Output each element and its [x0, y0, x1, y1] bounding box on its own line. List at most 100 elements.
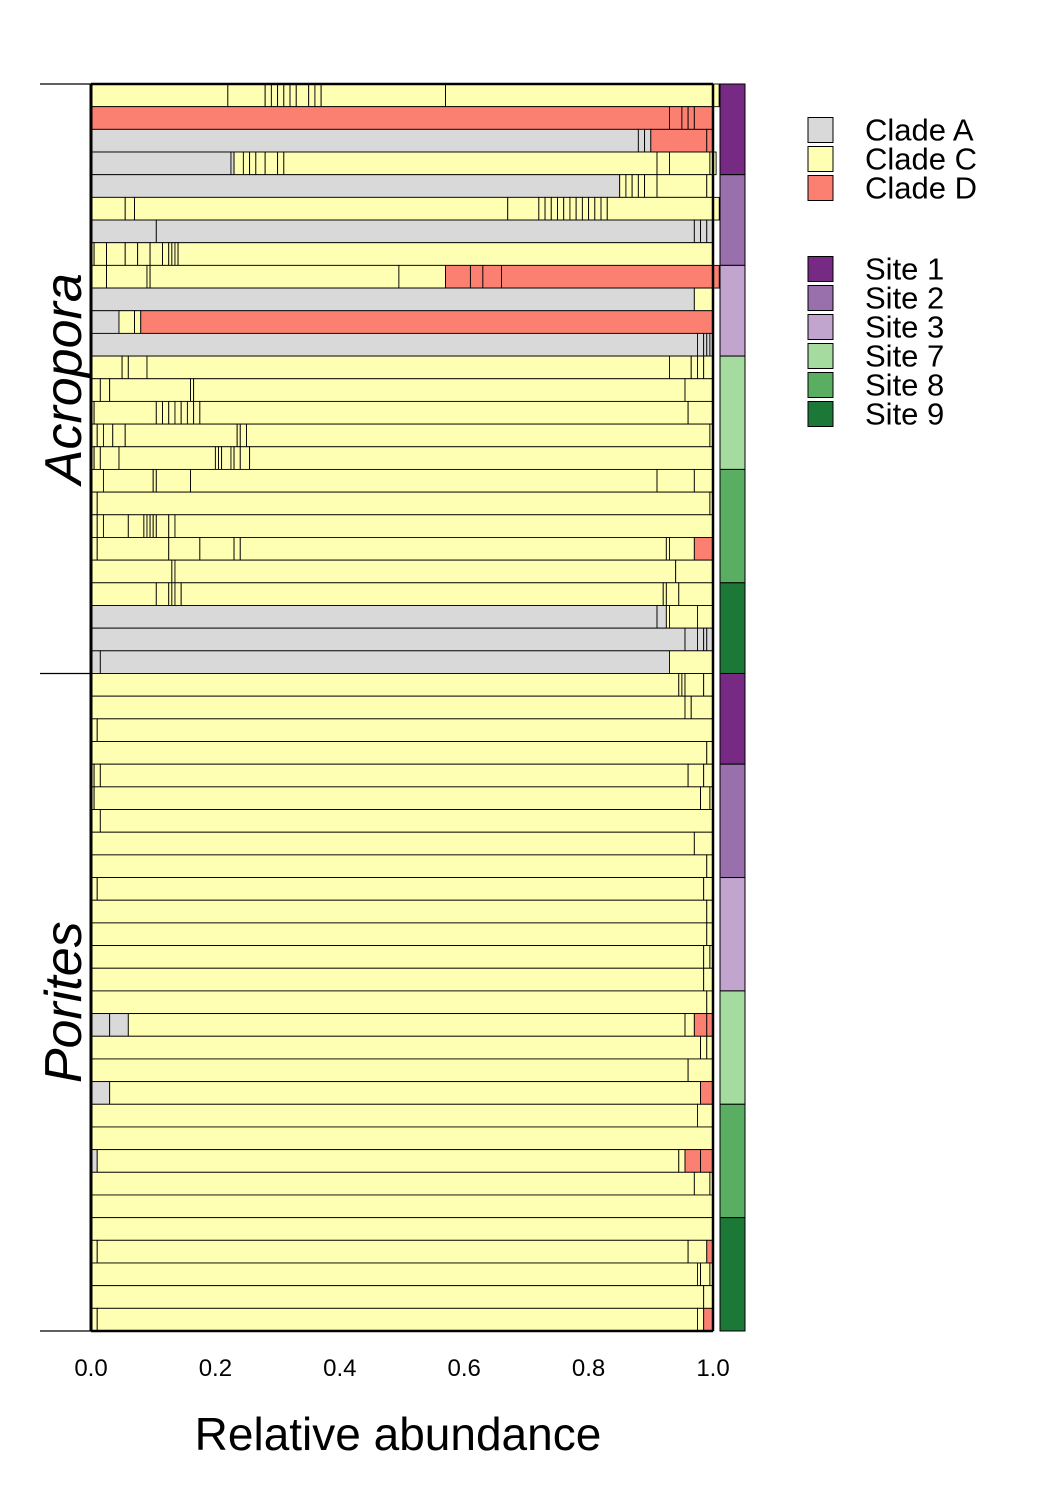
bar-segment-clade-c — [124, 242, 139, 266]
bar-row — [90, 423, 714, 448]
bar-segment-clade-c — [174, 514, 714, 538]
bar-segment-clade-c — [675, 559, 714, 584]
bar-segment-clade-a — [90, 151, 232, 176]
group-labels: Acropora Porites — [35, 273, 93, 1083]
x-tick-label: 1.0 — [696, 1355, 729, 1382]
bar-segment-clade-c — [99, 446, 120, 470]
bar-row — [90, 1058, 714, 1083]
bar-segment-clade-c — [249, 151, 257, 176]
x-tick-label: 0.4 — [323, 1355, 356, 1382]
bar-segment-clade-a — [90, 627, 686, 652]
bar-segment-clade-a — [697, 332, 705, 357]
x-tick-label: 0.8 — [572, 1355, 605, 1382]
bar-row — [90, 128, 714, 153]
bar-segment-clade-c — [177, 242, 714, 266]
bar-segment-clade-c — [320, 83, 446, 108]
bar-segment-clade-c — [684, 673, 705, 697]
bar-segment-clade-c — [581, 196, 590, 221]
bar-row — [90, 1239, 714, 1264]
bar-segment-clade-d — [693, 106, 714, 130]
bar-segment-clade-c — [690, 355, 698, 380]
bar-row — [90, 1013, 714, 1037]
bar-segment-clade-c — [214, 446, 219, 470]
bar-segment-clade-d — [669, 106, 683, 130]
bar-row — [90, 151, 717, 176]
bar-segment-clade-d — [700, 1081, 714, 1105]
bar-row — [90, 400, 714, 425]
bar-segment-clade-c — [697, 1307, 705, 1332]
site-band-site-8 — [719, 468, 746, 584]
x-tick-label: 0.6 — [448, 1355, 481, 1382]
legend-swatch — [807, 117, 834, 143]
bar-segment-clade-c — [174, 559, 677, 584]
bar-segment-clade-c — [255, 151, 266, 176]
bar-segment-clade-c — [96, 718, 714, 742]
legend-label: Site 8 — [865, 368, 944, 403]
bar-segment-clade-c — [703, 763, 714, 788]
bar-segment-clade-c — [90, 1126, 714, 1151]
bar-segment-clade-c — [289, 83, 297, 108]
bar-segment-clade-c — [118, 446, 216, 470]
bar-segment-clade-c — [239, 537, 667, 561]
bar-segment-clade-c — [155, 514, 170, 538]
bar-row — [90, 1285, 714, 1309]
bar-segment-clade-c — [162, 242, 170, 266]
bar-segment-clade-a — [155, 219, 695, 244]
legend-swatch — [807, 314, 834, 340]
bar-row — [90, 741, 714, 765]
bar-segment-clade-a — [230, 151, 235, 176]
bar-segment-clade-c — [99, 763, 689, 788]
site-band-site-3 — [719, 877, 746, 992]
bar-segment-clade-c — [146, 264, 151, 289]
bar-segment-clade-c — [678, 582, 714, 606]
bar-segment-clade-c — [90, 264, 108, 289]
bar-segment-clade-c — [656, 468, 695, 493]
bar-segment-clade-c — [90, 854, 708, 878]
bar-segment-clade-c — [168, 400, 176, 425]
bar-segment-clade-d — [469, 264, 484, 289]
legend-swatch — [807, 146, 834, 172]
bar-segment-clade-c — [693, 831, 714, 856]
bar-segment-clade-c — [134, 310, 142, 334]
bar-segment-clade-d — [693, 1013, 708, 1037]
bar-row — [90, 582, 714, 606]
bar-row — [90, 899, 714, 924]
bar-segment-clade-a — [697, 627, 705, 652]
bar-segment-clade-c — [90, 1285, 705, 1309]
bar-row — [90, 967, 714, 992]
bar-segment-clade-c — [96, 1149, 680, 1173]
legend-item-clade-d: Clade D — [807, 171, 977, 206]
bar-segment-clade-a — [703, 332, 708, 357]
bar-segment-clade-c — [246, 423, 711, 448]
bar-segment-clade-c — [90, 695, 686, 720]
bar-segment-clade-c — [703, 355, 714, 380]
bar-segment-clade-c — [146, 355, 670, 380]
bar-segment-clade-c — [149, 514, 154, 538]
bar-segment-clade-c — [631, 174, 639, 198]
bar-segment-clade-c — [143, 514, 148, 538]
bar-segment-clade-a — [90, 605, 658, 629]
legend-label: Site 7 — [865, 339, 944, 374]
bar-row — [90, 945, 714, 969]
bar-segment-clade-a — [90, 332, 698, 357]
bar-segment-clade-c — [684, 378, 714, 402]
bar-segment-clade-c — [90, 945, 705, 969]
bar-row — [90, 695, 714, 720]
legend-swatch — [807, 372, 834, 398]
bar-segment-clade-c — [693, 1171, 711, 1196]
bar-segment-clade-c — [162, 400, 170, 425]
legend-label: Site 2 — [865, 281, 944, 316]
bar-segment-clade-c — [295, 83, 310, 108]
bar-segment-clade-a — [684, 627, 698, 652]
bar-segment-clade-c — [687, 1058, 714, 1083]
bar-row — [90, 1262, 714, 1287]
bar-segment-clade-c — [445, 83, 714, 108]
legend-item-site-9: Site 9 — [807, 397, 944, 432]
legend-swatch — [807, 256, 834, 282]
bar-segment-clade-a — [99, 650, 670, 674]
bar-segment-clade-c — [168, 514, 176, 538]
bar-segment-clade-c — [168, 537, 201, 561]
axes: 0.0 0.2 0.4 0.6 0.8 1.0 — [40, 82, 730, 1382]
bar-segment-clade-c — [106, 264, 148, 289]
site-band-site-8 — [719, 1103, 746, 1219]
